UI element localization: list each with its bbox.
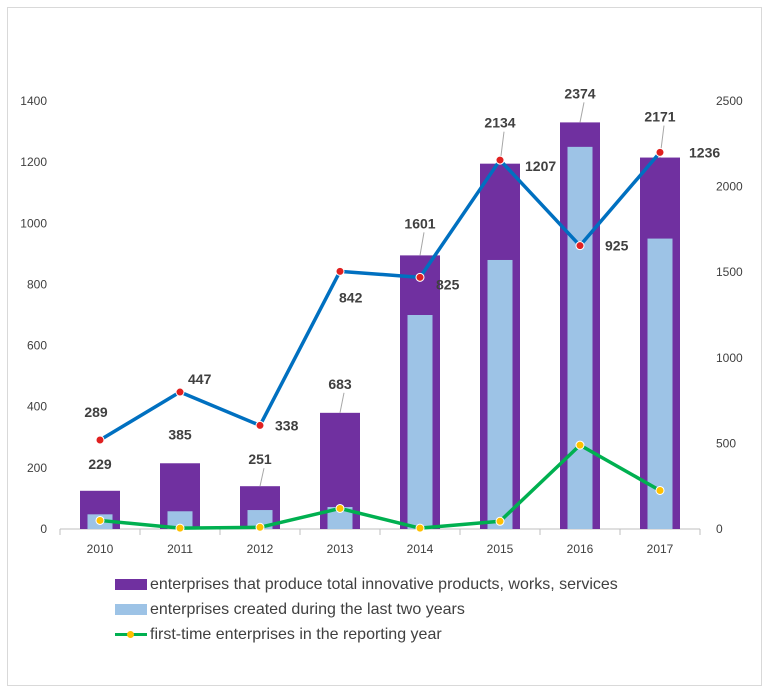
left-axis-tick-label: 400	[27, 400, 47, 414]
blue-series-point	[255, 420, 265, 430]
chart-frame	[7, 7, 762, 686]
right-axis-tick-label: 1000	[716, 351, 743, 365]
left-axis-tick-label: 1000	[20, 216, 47, 230]
bar-created	[407, 315, 433, 529]
legend-swatch-innovative	[115, 579, 147, 590]
line-data-label: 1207	[525, 158, 556, 174]
bar-created	[567, 146, 593, 529]
first-time-point	[95, 515, 105, 525]
first-time-point	[575, 440, 585, 450]
bar-data-label: 251	[248, 451, 272, 467]
bar-label-leader	[419, 232, 425, 256]
line-data-label: 447	[188, 371, 212, 387]
bar-label-leader	[579, 102, 585, 123]
line-data-label: 925	[605, 238, 629, 254]
bar-data-label: 2134	[484, 115, 515, 131]
line-data-label: 338	[275, 417, 299, 433]
bar-data-label: 2374	[564, 85, 595, 101]
legend-item-innovative: enterprises that produce total innovativ…	[115, 572, 618, 597]
legend-swatch-created	[115, 604, 147, 615]
x-axis-tick-label: 2013	[327, 542, 354, 556]
x-axis-tick-label: 2017	[647, 542, 674, 556]
blue-series-point	[575, 241, 585, 251]
legend: enterprises that produce total innovativ…	[115, 572, 618, 647]
legend-item-created: enterprises created during the last two …	[115, 597, 618, 622]
first-time-point	[495, 516, 505, 526]
first-time-point	[415, 523, 425, 533]
blue-series-point	[415, 272, 425, 282]
bar-created	[327, 506, 353, 529]
blue-series-point	[495, 155, 505, 165]
line-data-label: 289	[84, 404, 108, 420]
x-axis-tick-label: 2012	[247, 542, 274, 556]
right-axis-tick-label: 2000	[716, 180, 743, 194]
bar-data-label: 1601	[404, 215, 435, 231]
line-data-label: 1236	[689, 144, 720, 160]
left-axis-tick-label: 1200	[20, 155, 47, 169]
bar-data-label: 683	[328, 376, 352, 392]
line-data-label: 825	[436, 276, 460, 292]
right-axis-tick-label: 1500	[716, 265, 743, 279]
bar-created	[487, 259, 513, 529]
legend-label-first-time: first-time enterprises in the reporting …	[150, 625, 442, 643]
blue-series-line	[99, 151, 662, 442]
x-axis-tick-label: 2016	[567, 542, 594, 556]
left-axis-tick-label: 600	[27, 339, 47, 353]
bar-label-leader	[259, 468, 265, 487]
legend-item-first-time: first-time enterprises in the reporting …	[115, 622, 618, 647]
x-axis-tick-label: 2010	[87, 542, 114, 556]
right-axis-tick-label: 0	[716, 522, 723, 536]
left-axis-tick-label: 800	[27, 277, 47, 291]
first-time-point	[175, 523, 185, 533]
blue-series-point	[175, 387, 185, 397]
x-axis-tick-label: 2011	[167, 542, 193, 556]
first-time-point	[655, 485, 665, 495]
right-axis-tick-label: 2500	[716, 94, 743, 108]
legend-label-innovative: enterprises that produce total innovativ…	[150, 575, 618, 593]
left-axis-tick-label: 0	[40, 522, 47, 536]
legend-label-created: enterprises created during the last two …	[150, 600, 465, 618]
bar-data-label: 2171	[644, 109, 675, 125]
line-data-label: 842	[339, 289, 363, 305]
bar-label-leader	[339, 392, 345, 413]
bar-data-label: 385	[168, 426, 192, 442]
x-axis-tick-label: 2015	[487, 542, 514, 556]
left-axis-tick-label: 1400	[20, 94, 47, 108]
bar-data-label: 229	[88, 456, 112, 472]
right-axis-tick-label: 500	[716, 436, 736, 450]
x-axis-tick-label: 2014	[407, 542, 434, 556]
first-time-point	[255, 522, 265, 532]
bar-created	[167, 511, 193, 529]
bar-created	[647, 238, 673, 530]
first-time-line	[99, 443, 661, 530]
first-time-point	[335, 503, 345, 513]
left-axis-tick-label: 200	[27, 461, 47, 475]
blue-series-point	[335, 266, 345, 276]
blue-series-point	[655, 147, 665, 157]
legend-swatch-first-time	[115, 629, 147, 640]
blue-series-point	[95, 435, 105, 445]
